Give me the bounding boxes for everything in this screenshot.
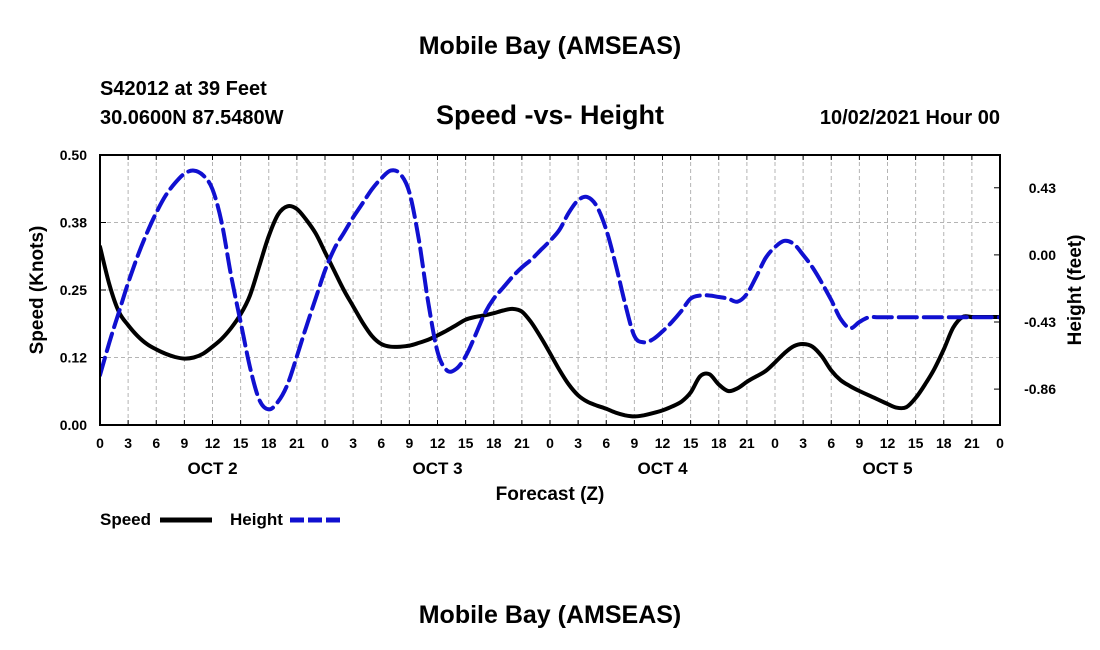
chart-subtitle: Speed -vs- Height [436,100,664,130]
legend-height-label: Height [230,510,283,529]
day-label: OCT 5 [862,459,912,478]
x-tick-label: 3 [349,435,357,451]
y-left-tick-label: 0.00 [60,417,87,433]
x-tick-label: 3 [574,435,582,451]
station-label: S42012 at 39 Feet [100,78,267,100]
x-tick-label: 15 [233,435,249,451]
x-tick-label: 21 [514,435,530,451]
y-right-tick-label: -0.86 [1024,381,1056,397]
x-tick-label: 9 [630,435,638,451]
x-tick-label: 0 [996,435,1004,451]
x-tick-label: 21 [289,435,305,451]
x-axis-label: Forecast (Z) [496,484,605,505]
y-axis-left-label: Speed (Knots) [27,226,48,355]
datetime-label: 10/02/2021 Hour 00 [820,107,1000,129]
chart-main-title: Mobile Bay (AMSEAS) [419,32,682,60]
x-tick-label: 18 [936,435,952,451]
y-axis-right-label: Height (feet) [1065,235,1086,346]
y-left-tick-label: 0.50 [60,147,87,163]
y-left-tick-label: 0.25 [60,282,87,298]
x-tick-label: 0 [546,435,554,451]
x-tick-label: 9 [405,435,413,451]
x-tick-label: 12 [205,435,221,451]
coordinates-label: 30.0600N 87.5480W [100,107,284,129]
x-tick-label: 15 [908,435,924,451]
y-right-tick-label: -0.43 [1024,314,1056,330]
x-tick-label: 12 [430,435,446,451]
x-tick-label: 21 [739,435,755,451]
series-line-speed [100,204,1000,419]
x-tick-label: 0 [96,435,104,451]
x-tick-label: 6 [152,435,160,451]
x-tick-label: 18 [711,435,727,451]
y-right-tick-label: 0.43 [1029,180,1056,196]
series-line-height [100,168,1000,412]
y-left-tick-label: 0.38 [60,215,87,231]
x-tick-label: 0 [321,435,329,451]
x-tick-label: 18 [261,435,277,451]
x-tick-label: 6 [827,435,835,451]
legend: Speed Height [100,510,342,529]
x-tick-label: 15 [683,435,699,451]
day-label: OCT 4 [637,459,688,478]
x-tick-label: 12 [880,435,896,451]
y-right-tick-label: 0.00 [1029,247,1056,263]
series-group [100,168,1000,419]
x-tick-label: 3 [124,435,132,451]
x-tick-label: 18 [486,435,502,451]
footer-title: Mobile Bay (AMSEAS) [419,601,682,629]
x-tick-label: 12 [655,435,671,451]
y-left-tick-label: 0.12 [60,350,87,366]
axis-ticks: 0 3 6 9 12 15 18 21 0 3 6 9 12 15 18 21 0 3 6 9 12 15 18 21 0 3 6 9… [60,147,1056,478]
x-tick-label: 3 [799,435,807,451]
x-tick-label: 0 [771,435,779,451]
x-tick-label: 15 [458,435,474,451]
x-tick-label: 6 [377,435,385,451]
x-tick-label: 21 [964,435,980,451]
x-tick-label: 9 [180,435,188,451]
plot-frame [99,154,1001,426]
day-label: OCT 3 [412,459,462,478]
x-tick-label: 9 [855,435,863,451]
x-tick-label: 6 [602,435,610,451]
legend-speed-label: Speed [100,510,151,529]
day-label: OCT 2 [187,459,237,478]
